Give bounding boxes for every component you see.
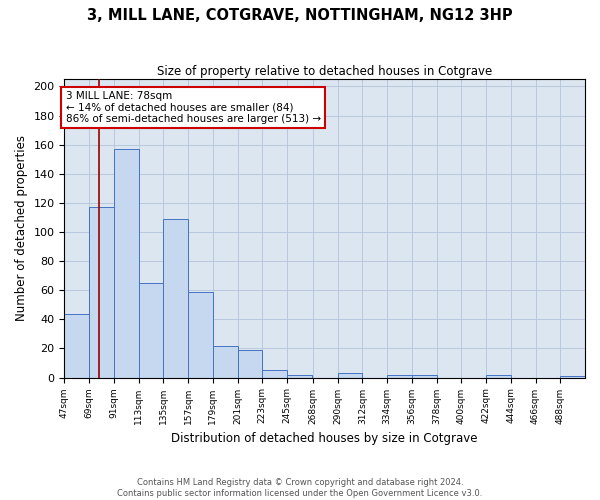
Bar (560, 376, 585, 378)
Bar (139, 283, 163, 378)
Bar (188, 292, 213, 378)
Bar (213, 346, 238, 378)
X-axis label: Distribution of detached houses by size in Cotgrave: Distribution of detached houses by size … (172, 432, 478, 445)
Bar (412, 374, 437, 378)
Y-axis label: Number of detached properties: Number of detached properties (15, 136, 28, 322)
Title: Size of property relative to detached houses in Cotgrave: Size of property relative to detached ho… (157, 65, 493, 78)
Bar (64, 314, 89, 378)
Text: 3 MILL LANE: 78sqm
← 14% of detached houses are smaller (84)
86% of semi-detache: 3 MILL LANE: 78sqm ← 14% of detached hou… (65, 91, 320, 124)
Bar (163, 219, 188, 378)
Text: Contains HM Land Registry data © Crown copyright and database right 2024.
Contai: Contains HM Land Registry data © Crown c… (118, 478, 482, 498)
Bar (486, 374, 511, 378)
Bar (287, 374, 312, 378)
Bar (89, 208, 114, 378)
Bar (338, 373, 362, 378)
Bar (238, 350, 262, 378)
Bar (387, 374, 412, 378)
Bar (114, 149, 139, 378)
Bar (262, 370, 287, 378)
Text: 3, MILL LANE, COTGRAVE, NOTTINGHAM, NG12 3HP: 3, MILL LANE, COTGRAVE, NOTTINGHAM, NG12… (87, 8, 513, 22)
